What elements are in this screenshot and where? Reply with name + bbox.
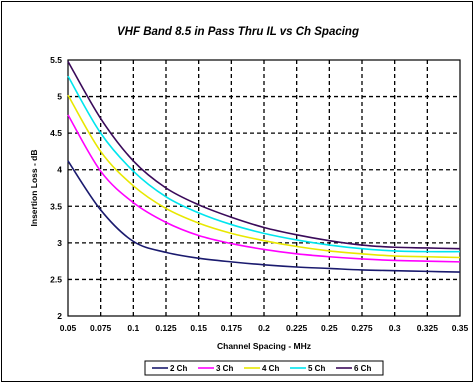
x-tick-label: 0.35 [452,323,469,333]
legend: 2 Ch 3 Ch 4 Ch 5 Ch 6 Ch [144,360,384,376]
legend-label-6-ch: 6 Ch [354,364,371,373]
legend-label-5-ch: 5 Ch [308,364,325,373]
series-line-4-ch [67,94,461,259]
legend-label-2-ch: 2 Ch [170,364,187,373]
grid-layer [68,60,460,316]
plot-area-border [67,59,461,317]
x-tick-label: 0.3 [389,323,401,333]
x-axis-label: Channel Spacing - MHz [217,341,311,351]
series-line-6-ch [67,61,461,250]
x-tick-label: 0.05 [60,323,77,333]
x-tick-label: 0.325 [417,323,439,333]
series-layer [67,61,461,273]
legend-box [144,360,384,376]
y-tick-label: 4 [57,165,62,175]
x-tick-label: 0.275 [351,323,373,333]
y-tick-label: 5.5 [50,55,62,65]
x-tick-labels: 0.05 0.075 0.1 0.125 0.15 0.175 0.2 0.225 0.25 0.… [60,323,469,333]
y-tick-label: 2.5 [50,274,62,284]
y-tick-labels: 2 2.5 3 3.5 4 4.5 5 5.5 [50,55,62,321]
x-tick-label: 0.1 [127,323,139,333]
y-tick-label: 2 [57,311,62,321]
y-tick-label: 4.5 [50,128,62,138]
chart-title: VHF Band 8.5 in Pass Thru IL vs Ch Spaci… [117,26,359,38]
legend-label-3-ch: 3 Ch [216,364,233,373]
y-tick-label: 3.5 [50,201,62,211]
series-line-3-ch [67,114,461,263]
x-tick-label: 0.2 [258,323,270,333]
y-tick-label: 5 [57,92,62,102]
x-tick-label: 0.25 [321,323,338,333]
x-tick-label: 0.075 [90,323,112,333]
y-axis-label: Insertion Loss - dB [29,150,39,227]
series-line-5-ch [67,75,461,253]
x-tick-label: 0.125 [155,323,177,333]
legend-items: 2 Ch 3 Ch 4 Ch 5 Ch 6 Ch [152,364,371,373]
legend-label-4-ch: 4 Ch [262,364,279,373]
x-tick-label: 0.15 [190,323,207,333]
series-line-2-ch [67,160,461,273]
x-tick-label: 0.225 [286,323,308,333]
y-tick-label: 3 [57,238,62,248]
x-tick-label: 0.175 [221,323,243,333]
